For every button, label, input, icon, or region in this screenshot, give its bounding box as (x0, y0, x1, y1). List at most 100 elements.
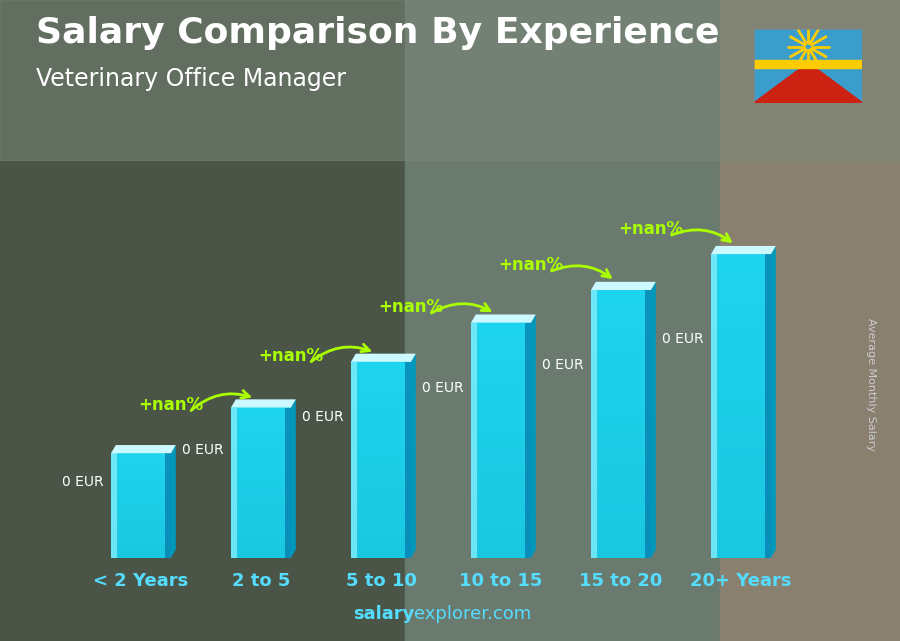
Bar (231, 553, 291, 558)
Bar (111, 481, 171, 485)
Bar (711, 284, 771, 295)
Bar (711, 436, 771, 446)
Bar (351, 466, 411, 473)
Bar (471, 322, 531, 331)
Bar (351, 440, 411, 447)
Text: explorer.com: explorer.com (414, 605, 531, 623)
Bar (471, 385, 531, 393)
Bar (471, 549, 531, 558)
Bar (471, 369, 531, 378)
Bar (111, 547, 171, 551)
Bar (231, 512, 291, 518)
Bar (711, 517, 771, 528)
Bar (591, 406, 651, 415)
Bar (111, 498, 171, 502)
Bar (111, 533, 171, 537)
Bar (111, 540, 171, 544)
Text: 0 EUR: 0 EUR (182, 442, 224, 456)
Text: Salary Comparison By Experience: Salary Comparison By Experience (36, 16, 719, 50)
Bar (231, 453, 291, 458)
Bar (711, 294, 771, 304)
Text: +nan%: +nan% (258, 347, 324, 365)
Bar (471, 479, 531, 487)
Bar (231, 407, 291, 413)
Bar (111, 554, 171, 558)
Bar (711, 304, 771, 315)
Bar (525, 322, 531, 558)
Bar (351, 531, 411, 538)
Polygon shape (231, 399, 296, 408)
Bar (471, 440, 531, 448)
Bar (591, 522, 651, 531)
Bar (471, 542, 531, 550)
Bar (231, 532, 291, 538)
Polygon shape (411, 354, 416, 558)
Bar (711, 345, 771, 355)
Bar (711, 264, 771, 274)
Bar (471, 362, 531, 370)
Bar (711, 254, 717, 558)
Bar (471, 393, 531, 401)
Bar (111, 467, 171, 470)
Bar (351, 381, 411, 388)
Bar (591, 326, 651, 335)
Bar (351, 485, 411, 492)
Bar (711, 315, 771, 325)
Bar (111, 502, 171, 506)
Bar (231, 412, 291, 417)
Bar (591, 334, 651, 344)
Bar (111, 515, 171, 519)
Bar (231, 462, 291, 467)
Text: Veterinary Office Manager: Veterinary Office Manager (36, 67, 346, 91)
Bar (471, 503, 531, 511)
Bar (111, 537, 171, 540)
Bar (351, 505, 411, 512)
Bar (231, 537, 291, 543)
Bar (111, 463, 171, 467)
Bar (711, 274, 771, 285)
Bar (754, 60, 862, 68)
Bar (471, 401, 531, 409)
Polygon shape (111, 445, 176, 453)
Bar (591, 477, 651, 487)
Bar (711, 476, 771, 487)
Bar (231, 432, 291, 438)
Bar (111, 453, 171, 456)
Bar (111, 491, 171, 495)
Bar (231, 447, 291, 453)
Bar (351, 472, 411, 479)
Bar (111, 484, 171, 488)
Bar (471, 510, 531, 519)
Bar (471, 447, 531, 456)
Text: 0 EUR: 0 EUR (542, 358, 584, 372)
Bar (591, 379, 651, 388)
Bar (231, 547, 291, 553)
Bar (591, 513, 651, 522)
Bar (351, 479, 411, 486)
Bar (711, 335, 771, 345)
Bar (351, 551, 411, 558)
Bar (591, 290, 597, 558)
Bar (591, 370, 651, 379)
Bar (711, 395, 771, 406)
Bar (711, 324, 771, 335)
Bar (231, 442, 291, 447)
Bar (645, 290, 651, 558)
Bar (231, 517, 291, 522)
Bar (111, 470, 171, 474)
Bar (285, 408, 291, 558)
Bar (591, 290, 651, 299)
Bar (591, 361, 651, 370)
Text: 0 EUR: 0 EUR (422, 381, 464, 395)
Bar (591, 442, 651, 451)
Bar (471, 432, 531, 440)
Bar (591, 531, 651, 540)
Bar (711, 456, 771, 467)
Bar (231, 467, 291, 472)
Text: 0 EUR: 0 EUR (662, 332, 704, 346)
Bar (351, 388, 411, 394)
Bar (351, 401, 411, 408)
Bar (711, 527, 771, 537)
Bar (471, 471, 531, 479)
Bar (111, 522, 171, 526)
